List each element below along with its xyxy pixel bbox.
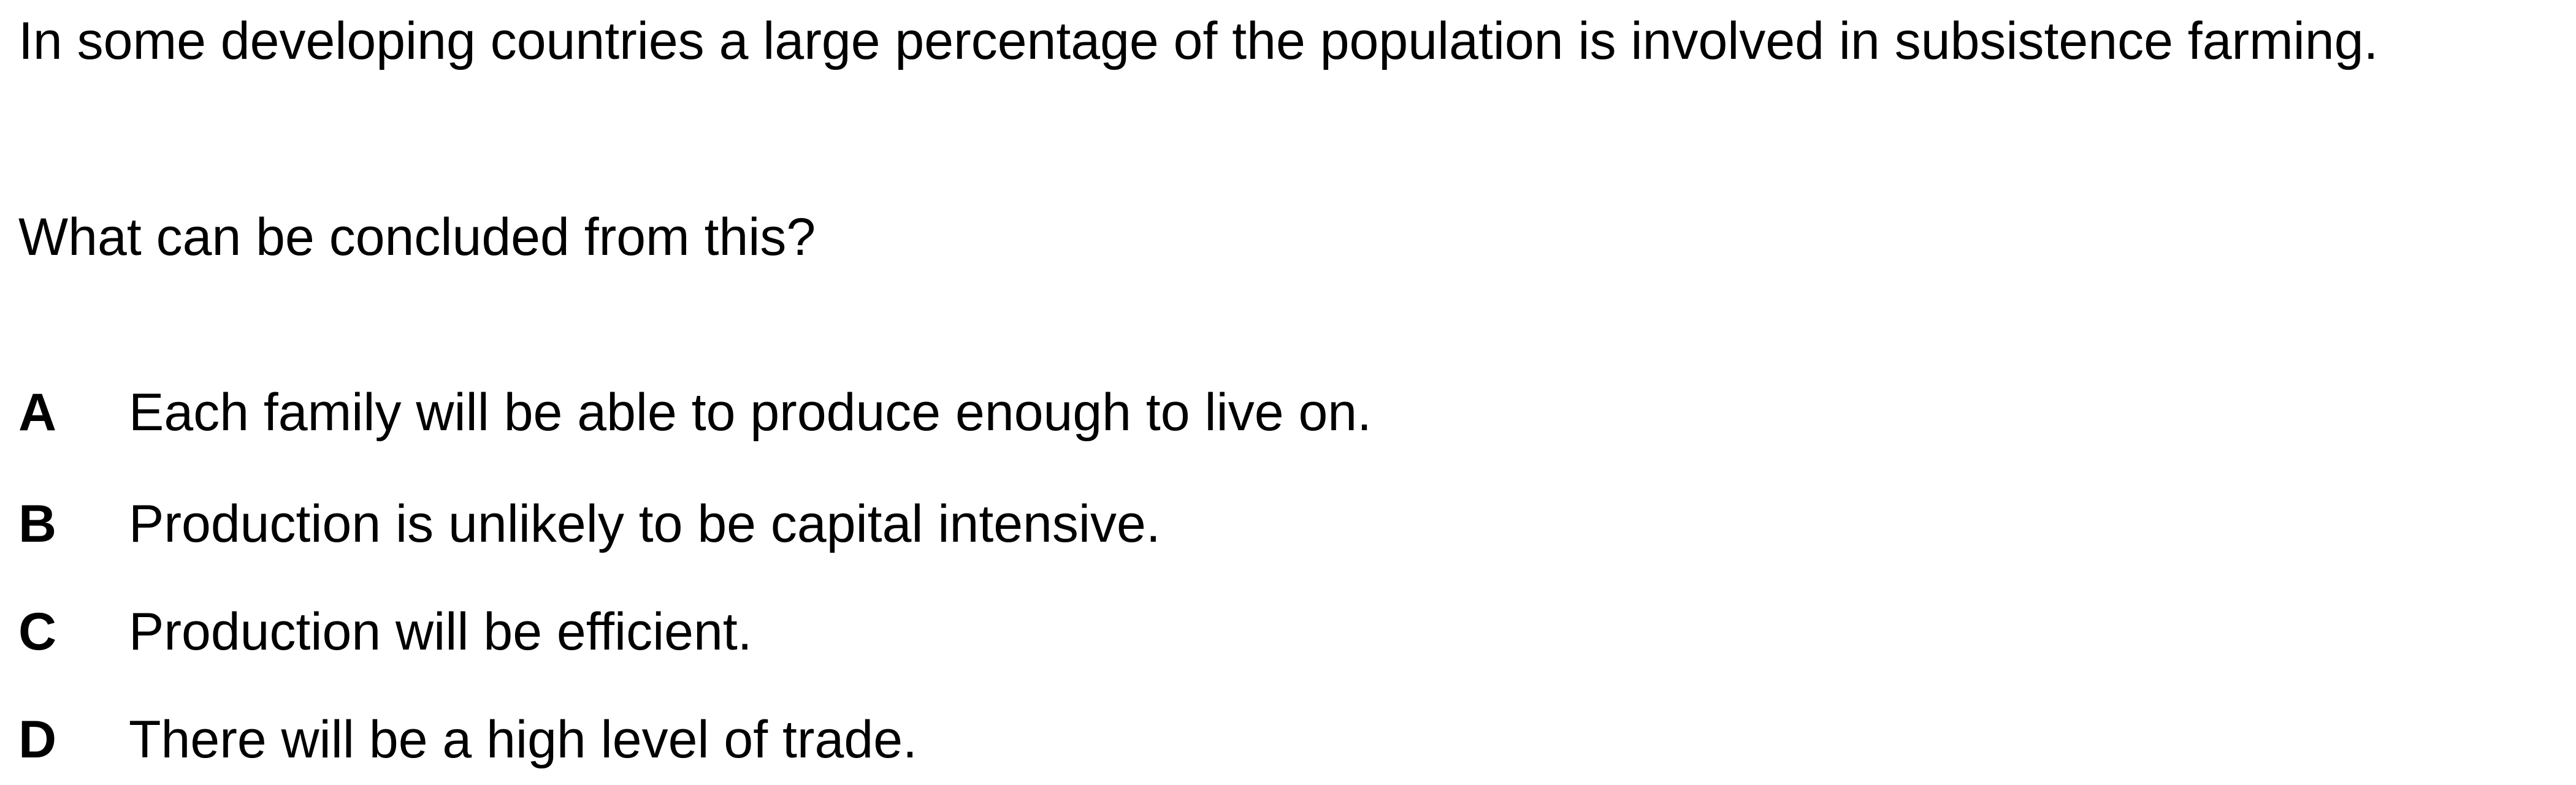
question-stem: In some developing countries a large per…	[18, 12, 2379, 70]
option-text: There will be a high level of trade.	[129, 710, 917, 769]
option-letter: C	[18, 602, 57, 661]
option-letter: D	[18, 710, 57, 769]
question-prompt: What can be concluded from this?	[18, 208, 816, 267]
option-letter: B	[18, 495, 57, 553]
option-text: Production is unlikely to be capital int…	[129, 495, 1161, 553]
option-text: Each family will be able to produce enou…	[129, 383, 1372, 442]
option-text: Production will be efficient.	[129, 602, 752, 661]
option-letter: A	[18, 383, 57, 442]
